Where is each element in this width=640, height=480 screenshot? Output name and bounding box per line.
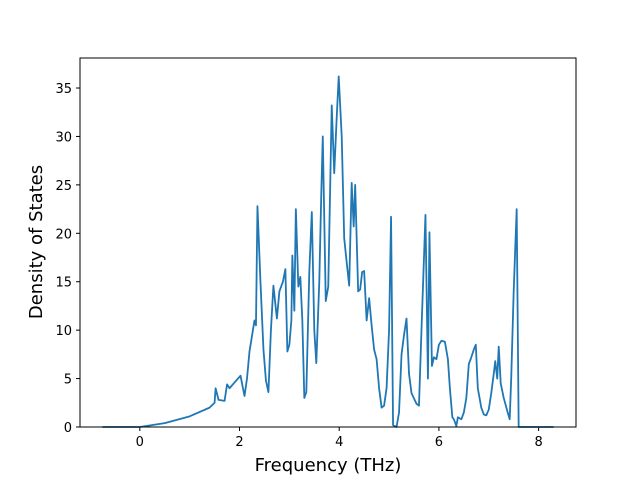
- plot-frame: [79, 57, 577, 428]
- y-tick-label: 5: [64, 373, 72, 388]
- x-axis-label: Frequency (THz): [255, 455, 402, 476]
- x-tick-label: 2: [235, 435, 243, 450]
- y-axis-label: Density of States: [26, 165, 47, 319]
- y-tick-label: 30: [55, 130, 72, 145]
- x-tick-label: 6: [435, 435, 443, 450]
- y-tick-label: 15: [55, 276, 72, 291]
- y-tick-label: 20: [55, 227, 72, 242]
- x-tick-label: 8: [534, 435, 542, 450]
- dos-line: [102, 75, 554, 428]
- x-tick-label: 4: [335, 435, 343, 450]
- y-tick-label: 0: [64, 421, 72, 436]
- x-tick-label: 0: [136, 435, 144, 450]
- y-tick-label: 25: [55, 179, 72, 194]
- y-tick-label: 35: [55, 82, 72, 97]
- y-tick-label: 10: [55, 324, 72, 339]
